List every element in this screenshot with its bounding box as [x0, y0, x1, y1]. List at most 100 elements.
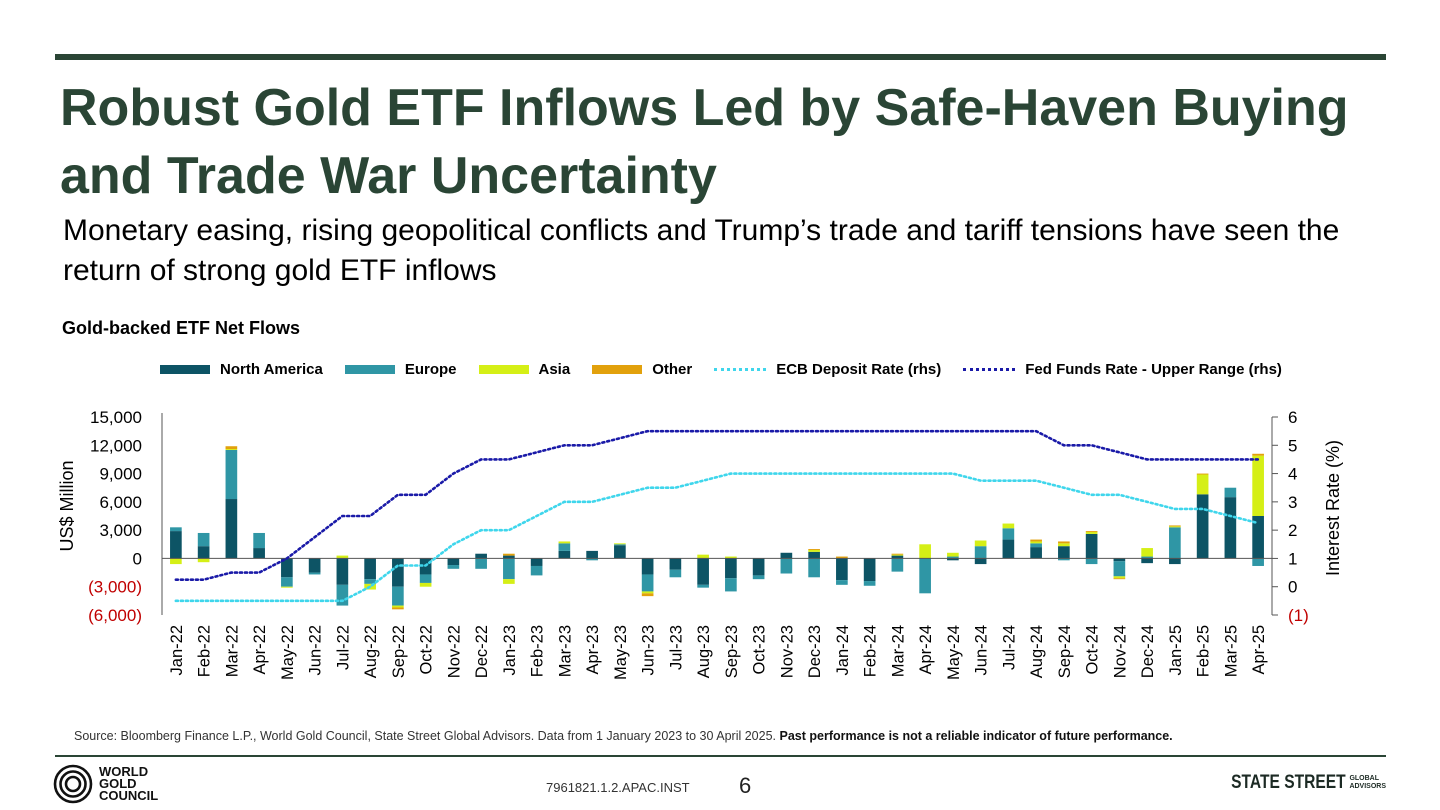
x-tick-label: Mar-23 — [556, 625, 574, 677]
x-tick-label: Aug-24 — [1028, 625, 1046, 678]
bar-europe — [364, 579, 376, 584]
bar-europe — [253, 532, 265, 549]
bottom-rule — [55, 755, 1386, 757]
y-axis-title: US$ Million — [57, 460, 77, 551]
x-tick-label: Mar-24 — [889, 625, 907, 677]
bar-north-america — [586, 550, 598, 559]
ssga-logo-main: STATE STREET — [1230, 772, 1346, 793]
y2-tick-label: 1 — [1288, 549, 1297, 568]
bar-europe — [1169, 527, 1181, 559]
y-tick-label: 15,000 — [90, 408, 142, 427]
bar-asia — [1169, 526, 1181, 528]
x-tick-label: Dec-23 — [806, 625, 824, 678]
bar-europe — [392, 586, 404, 606]
bar-europe — [669, 569, 682, 578]
bar-europe — [419, 574, 432, 583]
bar-asia — [1113, 576, 1126, 579]
bar-asia — [419, 582, 432, 587]
bar-asia — [1252, 455, 1264, 516]
bar-north-america — [1002, 539, 1015, 559]
bar-europe — [947, 556, 959, 559]
bar-asia — [225, 449, 238, 450]
x-tick-label: Feb-25 — [1195, 625, 1213, 677]
bar-north-america — [1169, 558, 1181, 565]
bar-other — [1058, 541, 1070, 544]
x-tick-label: Apr-22 — [251, 625, 269, 675]
x-tick-label: Sep-24 — [1056, 625, 1074, 678]
bar-europe — [447, 565, 460, 569]
bar-europe — [197, 532, 210, 547]
bar-asia — [197, 558, 210, 563]
y2-tick-label: (1) — [1288, 606, 1309, 625]
bar-north-america — [170, 531, 182, 559]
x-tick-label: May-24 — [945, 625, 963, 680]
bar-asia — [558, 541, 571, 544]
bar-north-america — [225, 499, 238, 559]
y-tick-label: 0 — [133, 549, 142, 568]
bar-north-america — [614, 545, 626, 559]
x-tick-label: Jan-25 — [1167, 625, 1185, 675]
bar-europe — [558, 543, 571, 551]
y-tick-label: 3,000 — [99, 521, 142, 540]
x-tick-label: Dec-22 — [473, 625, 491, 678]
bar-europe — [1141, 556, 1153, 559]
x-tick-label: Jan-22 — [168, 625, 186, 675]
x-tick-label: May-23 — [612, 625, 630, 680]
bar-north-america — [364, 558, 376, 580]
page-title: Robust Gold ETF Inflows Led by Safe-Have… — [60, 79, 1349, 205]
legend-item: Asia — [478, 361, 570, 378]
bar-other — [503, 553, 515, 556]
document-code: 7961821.1.2.APAC.INST — [546, 780, 690, 795]
x-tick-label: Apr-24 — [917, 625, 935, 675]
bar-europe — [614, 544, 626, 546]
bar-europe — [697, 584, 709, 588]
x-tick-label: Jan-23 — [501, 625, 519, 675]
bar-north-america — [1252, 516, 1264, 559]
bar-europe — [780, 558, 793, 574]
x-tick-label: Oct-24 — [1084, 625, 1102, 675]
legend-swatch — [160, 364, 210, 374]
bar-europe — [170, 527, 182, 532]
bar-other — [225, 446, 238, 450]
y2-tick-label: 3 — [1288, 493, 1297, 512]
bar-asia — [725, 556, 737, 559]
x-tick-label: Jan-24 — [834, 625, 852, 675]
x-tick-label: Nov-23 — [778, 625, 796, 678]
x-tick-label: Sep-23 — [723, 625, 741, 678]
bar-north-america — [392, 558, 404, 587]
bar-north-america — [336, 558, 349, 585]
line-ecb-deposit-rate-rhs- — [174, 472, 1260, 603]
x-tick-label: Jun-23 — [640, 625, 658, 675]
bar-north-america — [836, 558, 848, 581]
bar-asia — [281, 586, 293, 588]
bar-asia — [1058, 543, 1070, 547]
bar-north-america — [281, 558, 293, 578]
legend-swatch — [344, 364, 395, 374]
y-tick-label: 9,000 — [99, 465, 142, 484]
bar-north-america — [558, 550, 571, 559]
bar-europe — [225, 450, 238, 500]
bar-north-america — [447, 558, 460, 566]
bar-asia — [974, 540, 987, 547]
bar-asia — [170, 558, 182, 565]
y2-tick-label: 2 — [1288, 521, 1297, 540]
legend-item: Other — [592, 361, 692, 378]
bar-asia — [392, 605, 404, 608]
bar-other — [891, 553, 904, 555]
bar-north-america — [697, 558, 709, 585]
bar-other — [1085, 531, 1098, 533]
bar-north-america — [1085, 533, 1098, 559]
page-subtitle: Monetary easing, rising geopolitical con… — [63, 214, 1340, 287]
bar-north-america — [863, 558, 876, 582]
bar-north-america — [752, 558, 765, 576]
legend-item: North America — [160, 361, 323, 378]
x-tick-label: Jul-22 — [334, 625, 352, 670]
bar-other — [641, 593, 654, 597]
bar-north-america — [891, 555, 904, 559]
page-number: 6 — [739, 773, 752, 798]
source-text: Source: Bloomberg Finance L.P., World Go… — [74, 729, 777, 743]
x-tick-label: Aug-23 — [695, 625, 713, 678]
x-tick-label: Jul-24 — [1000, 625, 1018, 670]
bar-other — [392, 607, 404, 610]
bar-europe — [1058, 558, 1070, 561]
